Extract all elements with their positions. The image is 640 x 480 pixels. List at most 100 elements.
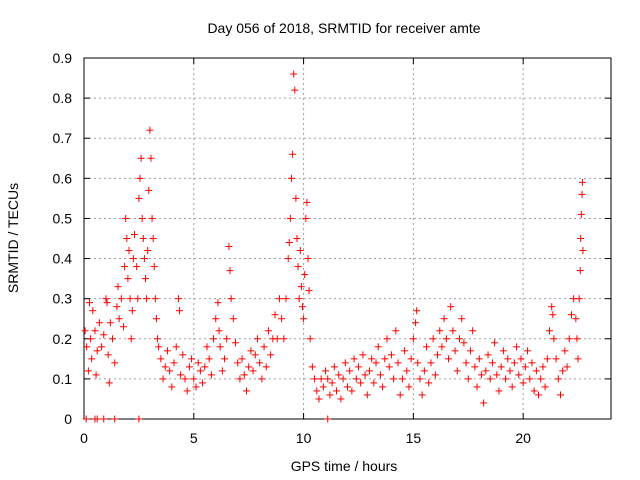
data-point: [524, 347, 532, 355]
data-point: [535, 391, 543, 399]
data-point: [148, 214, 156, 222]
data-point: [427, 359, 435, 367]
data-point: [420, 367, 428, 375]
data-point: [297, 283, 305, 291]
data-point: [577, 210, 585, 218]
data-point: [480, 399, 488, 407]
data-point: [390, 375, 398, 383]
data-point: [218, 367, 226, 375]
data-point: [95, 319, 103, 327]
data-point: [275, 295, 283, 303]
data-point: [85, 299, 93, 307]
data-point: [192, 383, 200, 391]
data-point: [341, 359, 349, 367]
data-point: [240, 371, 248, 379]
data-point: [554, 375, 562, 383]
data-point: [282, 295, 290, 303]
data-point: [541, 383, 549, 391]
data-point: [563, 363, 571, 371]
data-point: [442, 335, 450, 343]
data-point: [403, 367, 411, 375]
data-point: [308, 363, 316, 371]
data-point: [394, 359, 402, 367]
chart-title: Day 056 of 2018, SRMTID for receiver amt…: [207, 20, 480, 36]
data-point: [528, 359, 536, 367]
y-tick-label: 0.1: [53, 371, 73, 387]
data-point: [227, 295, 235, 303]
data-point: [348, 387, 356, 395]
data-point: [163, 347, 171, 355]
data-point: [104, 351, 112, 359]
data-point: [475, 355, 483, 363]
data-point: [87, 335, 95, 343]
data-point: [385, 363, 393, 371]
data-point: [302, 214, 310, 222]
data-point: [253, 335, 261, 343]
data-point: [572, 315, 580, 323]
data-point: [221, 355, 229, 363]
data-point: [98, 343, 106, 351]
y-tick-label: 0: [64, 411, 72, 427]
data-point: [418, 391, 426, 399]
y-tick-label: 0.6: [53, 170, 73, 186]
data-point: [486, 375, 494, 383]
data-point: [379, 383, 387, 391]
data-point: [313, 387, 321, 395]
data-point: [352, 375, 360, 383]
data-point: [91, 327, 99, 335]
data-point: [405, 383, 413, 391]
y-axis-label: SRMTID / TECUs: [5, 183, 21, 293]
data-point: [210, 335, 218, 343]
data-point: [242, 387, 250, 395]
data-point: [429, 335, 437, 343]
data-point: [460, 339, 468, 347]
y-tick-label: 0.8: [53, 90, 73, 106]
data-point: [447, 303, 455, 311]
data-point: [137, 154, 145, 162]
data-point: [236, 375, 244, 383]
data-point: [477, 371, 485, 379]
data-point: [247, 347, 255, 355]
data-point: [256, 359, 264, 367]
data-point: [508, 383, 516, 391]
data-point: [337, 395, 345, 403]
data-point: [488, 359, 496, 367]
data-point: [423, 343, 431, 351]
data-point: [409, 335, 417, 343]
data-point: [392, 327, 400, 335]
data-point: [262, 363, 270, 371]
data-point: [161, 363, 169, 371]
data-point: [565, 335, 573, 343]
data-point: [293, 235, 301, 242]
data-point: [361, 371, 369, 379]
data-point: [431, 371, 439, 379]
y-tick-label: 0.7: [53, 130, 73, 146]
data-point: [82, 415, 90, 423]
data-point: [223, 335, 231, 343]
data-point: [245, 363, 253, 371]
data-point: [304, 255, 312, 263]
data-point: [154, 335, 162, 343]
data-point: [105, 379, 113, 387]
data-point: [289, 150, 297, 158]
data-point: [363, 391, 371, 399]
data-point: [89, 307, 97, 315]
data-point: [159, 375, 167, 383]
data-point: [416, 375, 424, 383]
data-point: [326, 391, 334, 399]
data-point: [346, 367, 354, 375]
data-point: [401, 347, 409, 355]
data-point: [436, 327, 444, 335]
data-point: [166, 367, 174, 375]
data-point: [354, 363, 362, 371]
data-point: [113, 303, 121, 311]
data-point: [140, 255, 148, 263]
data-point: [88, 355, 96, 363]
data-point: [513, 343, 521, 351]
data-point: [291, 86, 299, 94]
data-point: [412, 319, 420, 327]
data-point: [506, 367, 514, 375]
data-point: [131, 230, 139, 238]
data-point: [145, 186, 153, 194]
data-point: [549, 311, 557, 319]
